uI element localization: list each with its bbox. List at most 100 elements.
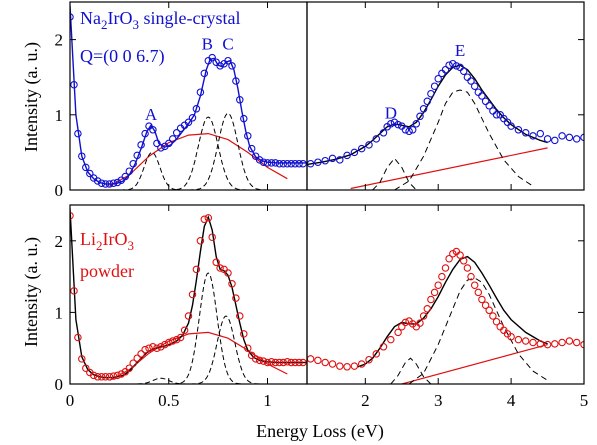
data-point — [74, 333, 82, 342]
data-point — [459, 257, 468, 265]
y-tick-label: 1 — [55, 303, 64, 322]
label-text: Li — [80, 229, 96, 249]
data-point — [441, 264, 450, 272]
data-point — [295, 159, 303, 168]
x-tick-label: 4 — [507, 391, 516, 410]
data-point — [216, 62, 224, 70]
fit-peak-0 — [120, 151, 183, 190]
data-point — [419, 105, 428, 113]
data-point — [279, 358, 288, 367]
peak-label: C — [222, 34, 233, 53]
data-point — [394, 120, 402, 129]
data-point — [240, 330, 248, 338]
data-point — [365, 141, 373, 149]
data-point — [117, 370, 126, 378]
data-point — [434, 74, 442, 83]
data-point — [474, 88, 483, 96]
data-point — [121, 172, 130, 181]
data-point — [232, 77, 240, 85]
data-point — [184, 118, 193, 127]
data-point — [419, 312, 428, 320]
data-point — [536, 129, 545, 138]
data-point — [551, 136, 559, 145]
data-point — [275, 358, 284, 367]
data-point — [551, 340, 559, 348]
data-point — [192, 105, 201, 113]
data-point — [125, 364, 134, 372]
label-text: Na — [80, 8, 101, 28]
data-point — [321, 156, 329, 165]
data-point — [401, 318, 410, 327]
data-point — [105, 180, 114, 188]
data-point — [478, 295, 486, 304]
data-point — [149, 126, 157, 134]
x-tick-label: 5 — [580, 391, 589, 410]
data-point — [70, 287, 78, 295]
label-text: single-crystal — [139, 8, 240, 28]
data-point — [165, 338, 173, 347]
data-point — [456, 251, 464, 259]
data-point — [343, 151, 351, 160]
data-point — [236, 312, 244, 320]
data-point — [287, 159, 295, 168]
data-point — [240, 114, 248, 123]
data-point — [228, 62, 236, 70]
data-point — [283, 358, 292, 366]
data-point — [145, 344, 153, 352]
data-point — [481, 97, 490, 106]
data-point — [357, 360, 366, 368]
data-point — [565, 133, 574, 142]
data-point — [208, 233, 216, 241]
data-point — [228, 280, 236, 288]
data-point — [474, 288, 483, 297]
data-point — [416, 319, 424, 327]
data-point — [200, 215, 209, 224]
data-point — [212, 258, 220, 267]
label-subscript: 3 — [128, 238, 135, 253]
data-point — [168, 135, 177, 143]
data-point — [232, 294, 240, 302]
plot-area-bottom_high — [307, 247, 584, 384]
fit-total-curve — [70, 5, 307, 185]
data-point — [558, 338, 566, 347]
data-point — [572, 135, 581, 143]
data-point — [467, 272, 475, 281]
data-point — [343, 363, 351, 371]
data-point — [109, 179, 118, 187]
data-point — [125, 167, 134, 175]
y-tick-label: 2 — [55, 31, 64, 50]
data-point — [196, 237, 205, 245]
data-point — [145, 122, 153, 130]
peak-label: D — [385, 104, 397, 123]
data-point — [387, 120, 395, 128]
data-point — [97, 373, 106, 381]
data-point — [133, 354, 141, 362]
sample-label-line: Q=(0 0 6.7) — [80, 46, 165, 67]
data-point — [78, 355, 86, 363]
data-point — [441, 65, 450, 74]
data-point — [514, 126, 523, 134]
plot-area-top_low — [70, 5, 307, 190]
data-point — [89, 371, 98, 380]
data-point — [503, 118, 512, 127]
data-point — [236, 96, 244, 104]
label-subscript: 2 — [101, 17, 108, 32]
data-point — [263, 159, 272, 167]
data-point — [434, 281, 442, 289]
data-point — [275, 159, 284, 168]
data-point — [101, 180, 110, 188]
data-point — [299, 358, 307, 367]
peak-label: E — [455, 41, 465, 60]
data-point — [153, 139, 161, 148]
data-point — [565, 337, 574, 345]
data-point — [521, 129, 530, 137]
data-point — [379, 343, 388, 351]
data-point — [467, 77, 475, 85]
data-point — [543, 340, 552, 349]
data-point — [129, 159, 137, 168]
fit-peak-0 — [129, 377, 192, 384]
data-point — [478, 92, 486, 100]
data-point — [157, 343, 165, 351]
y-tick-label: 0 — [55, 181, 64, 200]
data-point — [485, 102, 493, 110]
